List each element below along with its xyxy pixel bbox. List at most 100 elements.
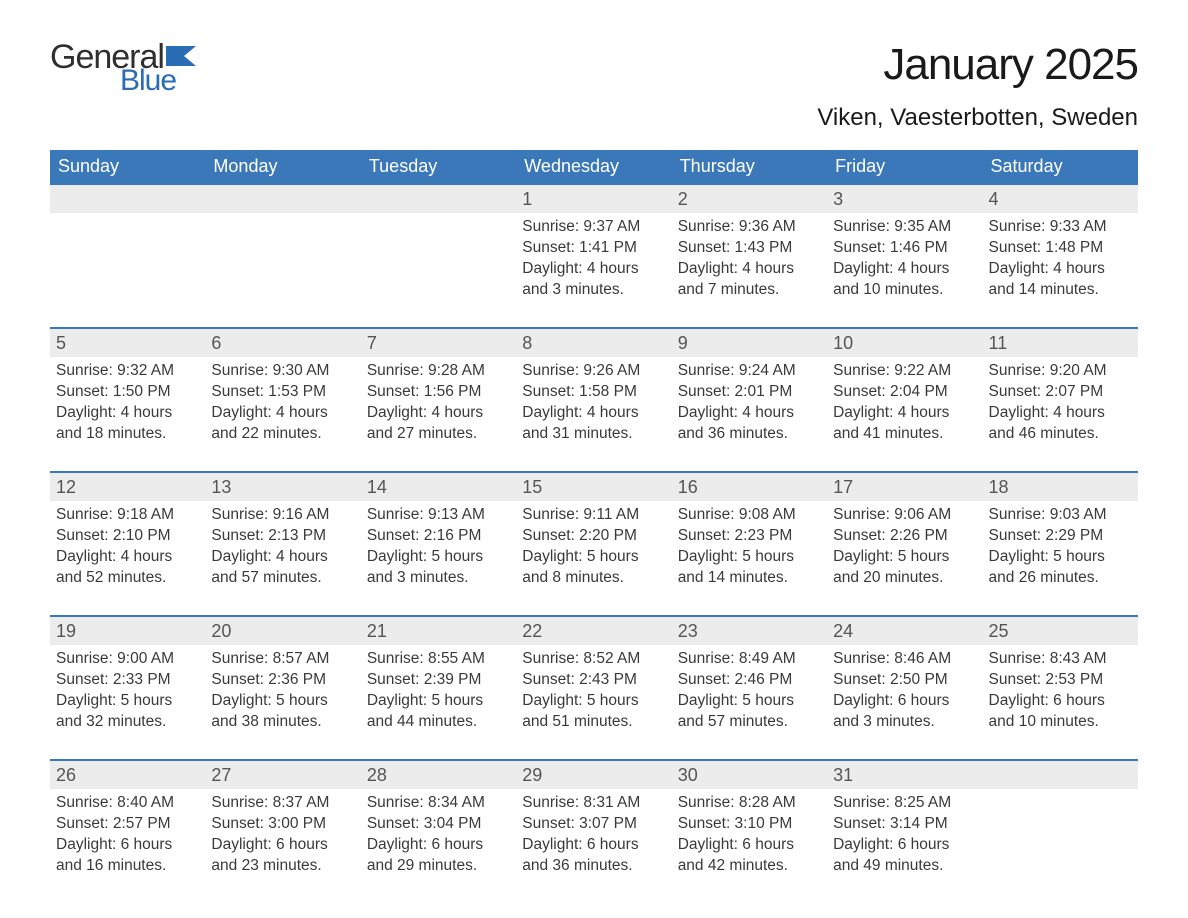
day-cell: 17Sunrise: 9:06 AMSunset: 2:26 PMDayligh…: [827, 473, 982, 597]
daylight-text: Daylight: 5 hours: [367, 691, 510, 712]
day-cell: 25Sunrise: 8:43 AMSunset: 2:53 PMDayligh…: [983, 617, 1138, 741]
sunset-text: Sunset: 3:00 PM: [211, 814, 354, 835]
sunset-text: Sunset: 1:46 PM: [833, 238, 976, 259]
sunrise-text: Sunrise: 8:40 AM: [56, 793, 199, 814]
sunset-text: Sunset: 2:16 PM: [367, 526, 510, 547]
daylight-text: Daylight: 4 hours: [833, 259, 976, 280]
day-number: 1: [516, 185, 671, 213]
day-cell-empty: [983, 761, 1138, 885]
daylight-text: and 32 minutes.: [56, 712, 199, 733]
daylight-text: and 49 minutes.: [833, 856, 976, 877]
daylight-text: Daylight: 6 hours: [833, 691, 976, 712]
sunrise-text: Sunrise: 8:57 AM: [211, 649, 354, 670]
day-number: 15: [516, 473, 671, 501]
day-cell: 23Sunrise: 8:49 AMSunset: 2:46 PMDayligh…: [672, 617, 827, 741]
day-number: 24: [827, 617, 982, 645]
sunset-text: Sunset: 2:43 PM: [522, 670, 665, 691]
weekday-tuesday: Tuesday: [361, 150, 516, 183]
sunrise-text: Sunrise: 9:36 AM: [678, 217, 821, 238]
sunrise-text: Sunrise: 9:06 AM: [833, 505, 976, 526]
day-cell-empty: [361, 185, 516, 309]
day-number: 11: [983, 329, 1138, 357]
day-number: 7: [361, 329, 516, 357]
sunset-text: Sunset: 2:20 PM: [522, 526, 665, 547]
daylight-text: and 57 minutes.: [678, 712, 821, 733]
day-number: 16: [672, 473, 827, 501]
daylight-text: and 16 minutes.: [56, 856, 199, 877]
daylight-text: Daylight: 4 hours: [522, 403, 665, 424]
day-cell: 6Sunrise: 9:30 AMSunset: 1:53 PMDaylight…: [205, 329, 360, 453]
sunset-text: Sunset: 2:07 PM: [989, 382, 1132, 403]
sunrise-text: Sunrise: 9:18 AM: [56, 505, 199, 526]
daylight-text: and 52 minutes.: [56, 568, 199, 589]
daylight-text: Daylight: 4 hours: [367, 403, 510, 424]
sunset-text: Sunset: 2:26 PM: [833, 526, 976, 547]
daylight-text: Daylight: 4 hours: [211, 403, 354, 424]
daylight-text: and 22 minutes.: [211, 424, 354, 445]
sunrise-text: Sunrise: 9:30 AM: [211, 361, 354, 382]
day-number: 17: [827, 473, 982, 501]
daylight-text: and 10 minutes.: [833, 280, 976, 301]
daylight-text: and 20 minutes.: [833, 568, 976, 589]
sunset-text: Sunset: 1:48 PM: [989, 238, 1132, 259]
day-cell: 29Sunrise: 8:31 AMSunset: 3:07 PMDayligh…: [516, 761, 671, 885]
sunset-text: Sunset: 1:58 PM: [522, 382, 665, 403]
calendar-grid: SundayMondayTuesdayWednesdayThursdayFrid…: [50, 150, 1138, 885]
sunrise-text: Sunrise: 8:34 AM: [367, 793, 510, 814]
weekday-sunday: Sunday: [50, 150, 205, 183]
day-cell: 26Sunrise: 8:40 AMSunset: 2:57 PMDayligh…: [50, 761, 205, 885]
daylight-text: and 38 minutes.: [211, 712, 354, 733]
sunrise-text: Sunrise: 9:28 AM: [367, 361, 510, 382]
daylight-text: Daylight: 6 hours: [211, 835, 354, 856]
weekday-thursday: Thursday: [672, 150, 827, 183]
sunrise-text: Sunrise: 8:28 AM: [678, 793, 821, 814]
day-number: 18: [983, 473, 1138, 501]
day-cell: 13Sunrise: 9:16 AMSunset: 2:13 PMDayligh…: [205, 473, 360, 597]
daylight-text: and 26 minutes.: [989, 568, 1132, 589]
day-number: 28: [361, 761, 516, 789]
sunrise-text: Sunrise: 9:08 AM: [678, 505, 821, 526]
day-cell: 20Sunrise: 8:57 AMSunset: 2:36 PMDayligh…: [205, 617, 360, 741]
sunrise-text: Sunrise: 9:32 AM: [56, 361, 199, 382]
daylight-text: Daylight: 5 hours: [522, 691, 665, 712]
sunset-text: Sunset: 2:10 PM: [56, 526, 199, 547]
sunrise-text: Sunrise: 9:20 AM: [989, 361, 1132, 382]
brand-logo: General Blue: [50, 40, 198, 96]
daylight-text: and 18 minutes.: [56, 424, 199, 445]
daylight-text: and 44 minutes.: [367, 712, 510, 733]
daylight-text: and 23 minutes.: [211, 856, 354, 877]
daylight-text: and 29 minutes.: [367, 856, 510, 877]
daylight-text: and 51 minutes.: [522, 712, 665, 733]
title-block: January 2025 Viken, Vaesterbotten, Swede…: [817, 40, 1138, 132]
daylight-text: Daylight: 4 hours: [522, 259, 665, 280]
sunrise-text: Sunrise: 9:00 AM: [56, 649, 199, 670]
day-number: [205, 185, 360, 213]
day-number: 27: [205, 761, 360, 789]
sunset-text: Sunset: 1:53 PM: [211, 382, 354, 403]
daylight-text: Daylight: 4 hours: [678, 259, 821, 280]
sunset-text: Sunset: 2:23 PM: [678, 526, 821, 547]
day-cell: 31Sunrise: 8:25 AMSunset: 3:14 PMDayligh…: [827, 761, 982, 885]
daylight-text: and 36 minutes.: [522, 856, 665, 877]
sunrise-text: Sunrise: 9:13 AM: [367, 505, 510, 526]
daylight-text: and 42 minutes.: [678, 856, 821, 877]
day-cell: 22Sunrise: 8:52 AMSunset: 2:43 PMDayligh…: [516, 617, 671, 741]
day-cell: 21Sunrise: 8:55 AMSunset: 2:39 PMDayligh…: [361, 617, 516, 741]
day-number: 5: [50, 329, 205, 357]
sunset-text: Sunset: 2:29 PM: [989, 526, 1132, 547]
weekday-header-row: SundayMondayTuesdayWednesdayThursdayFrid…: [50, 150, 1138, 183]
day-number: 30: [672, 761, 827, 789]
daylight-text: Daylight: 6 hours: [367, 835, 510, 856]
daylight-text: and 14 minutes.: [989, 280, 1132, 301]
location-subtitle: Viken, Vaesterbotten, Sweden: [817, 104, 1138, 132]
weekday-saturday: Saturday: [983, 150, 1138, 183]
page-header: General Blue January 2025 Viken, Vaester…: [50, 40, 1138, 132]
day-number: [50, 185, 205, 213]
sunrise-text: Sunrise: 9:35 AM: [833, 217, 976, 238]
sunrise-text: Sunrise: 9:16 AM: [211, 505, 354, 526]
weekday-monday: Monday: [205, 150, 360, 183]
daylight-text: Daylight: 5 hours: [211, 691, 354, 712]
day-cell: 11Sunrise: 9:20 AMSunset: 2:07 PMDayligh…: [983, 329, 1138, 453]
day-number: [983, 761, 1138, 789]
daylight-text: Daylight: 6 hours: [678, 835, 821, 856]
